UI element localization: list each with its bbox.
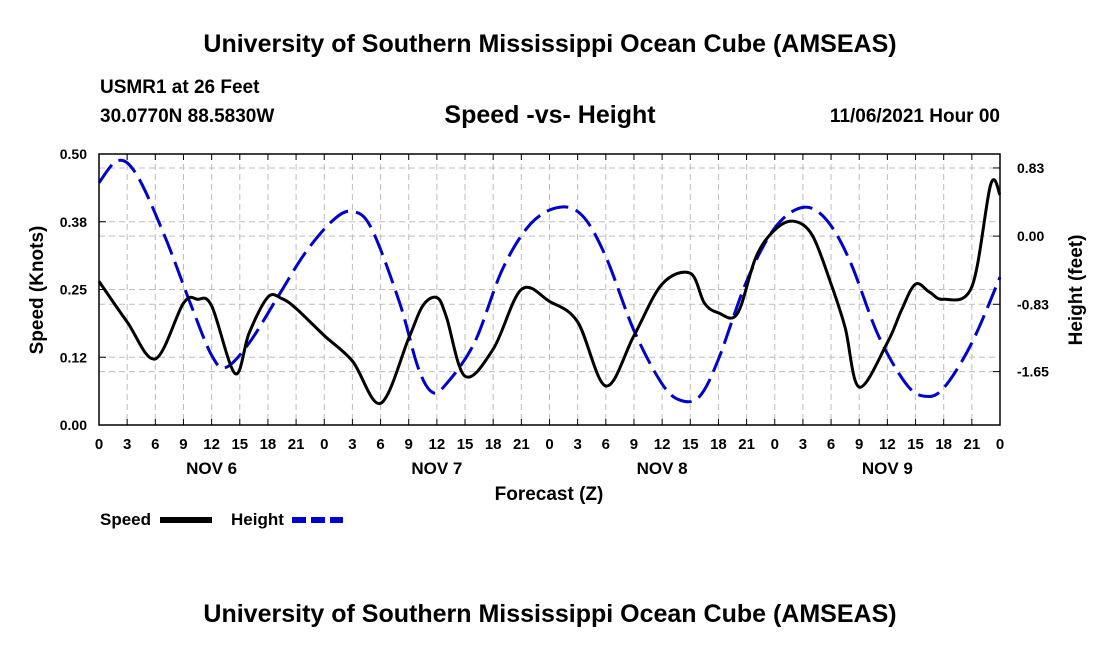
x-tick-label: 21 <box>964 436 981 453</box>
x-tick-label: 3 <box>348 436 356 453</box>
x-day-label: NOV 8 <box>637 459 688 478</box>
x-tick-label: 0 <box>95 436 103 453</box>
x-tick-label: 9 <box>405 436 413 453</box>
y-left-tick-label: 0.25 <box>60 282 87 298</box>
x-day-label: NOV 7 <box>411 459 462 478</box>
x-tick-label: 0 <box>320 436 328 453</box>
x-tick-label: 21 <box>738 436 755 453</box>
y-left-tick-label: 0.38 <box>60 214 87 230</box>
coordinates-label: 30.0770N 88.5830W <box>100 106 275 127</box>
x-tick-label: 12 <box>879 436 896 453</box>
x-tick-label: 0 <box>545 436 553 453</box>
x-tick-label: 0 <box>771 436 779 453</box>
x-axis-label: Forecast (Z) <box>495 484 604 505</box>
y-left-tick-label: 0.12 <box>60 349 87 365</box>
series-line-speed <box>97 178 1002 405</box>
x-tick-label: 15 <box>231 436 248 453</box>
forecast-datetime: 11/06/2021 Hour 00 <box>829 106 1000 127</box>
x-tick-label: 6 <box>376 436 384 453</box>
x-tick-label: 18 <box>485 436 502 453</box>
x-tick-label: 21 <box>288 436 305 453</box>
y-left-tick-label: 0.50 <box>60 146 87 162</box>
chart-subtitle: Speed -vs- Height <box>444 101 656 129</box>
x-tick-label: 18 <box>935 436 952 453</box>
x-tick-label: 18 <box>710 436 727 453</box>
x-tick-label: 21 <box>513 436 530 453</box>
y-right-tick-label: -0.83 <box>1017 296 1049 312</box>
x-tick-label: 3 <box>799 436 807 453</box>
x-tick-label: 12 <box>203 436 220 453</box>
x-tick-label: 9 <box>630 436 638 453</box>
x-tick-label: 15 <box>457 436 474 453</box>
y-right-tick-label: 0.00 <box>1017 228 1044 244</box>
x-tick-label: 3 <box>573 436 581 453</box>
x-tick-label: 12 <box>654 436 671 453</box>
x-tick-label: 18 <box>260 436 277 453</box>
y-right-tick-label: 0.83 <box>1017 160 1044 176</box>
station-label: USMR1 at 26 Feet <box>100 77 260 98</box>
x-tick-label: 6 <box>151 436 159 453</box>
y-right-tick-label: -1.65 <box>1017 364 1049 380</box>
x-tick-label: 12 <box>429 436 446 453</box>
axes: 0 3 6 9 12 15 18 21 0 3 6 9 12 15 18 21 0 3 6 9 12 15 18 21 0 3 6 9… <box>60 146 1049 478</box>
grid-lines <box>99 154 1000 425</box>
x-tick-label: 15 <box>682 436 699 453</box>
x-tick-label: 6 <box>827 436 835 453</box>
x-tick-label: 9 <box>855 436 863 453</box>
x-tick-label: 15 <box>907 436 924 453</box>
legend-height-label: Height <box>231 510 284 529</box>
chart-title: University of Southern Mississippi Ocean… <box>203 30 897 58</box>
x-day-label: NOV 6 <box>186 459 237 478</box>
legend-speed-label: Speed <box>100 510 151 529</box>
x-day-label: NOV 9 <box>862 459 913 478</box>
y-left-tick-label: 0.00 <box>60 417 87 433</box>
y-axis-label-left: Speed (Knots) <box>27 226 48 355</box>
x-tick-label: 6 <box>602 436 610 453</box>
y-axis-label-right: Height (feet) <box>1066 235 1087 346</box>
data-series <box>97 158 1002 405</box>
footer-title: University of Southern Mississippi Ocean… <box>203 600 897 628</box>
x-tick-label: 3 <box>123 436 131 453</box>
x-tick-label: 9 <box>179 436 187 453</box>
x-tick-label: 0 <box>996 436 1004 453</box>
legend: Speed Height <box>100 510 343 529</box>
